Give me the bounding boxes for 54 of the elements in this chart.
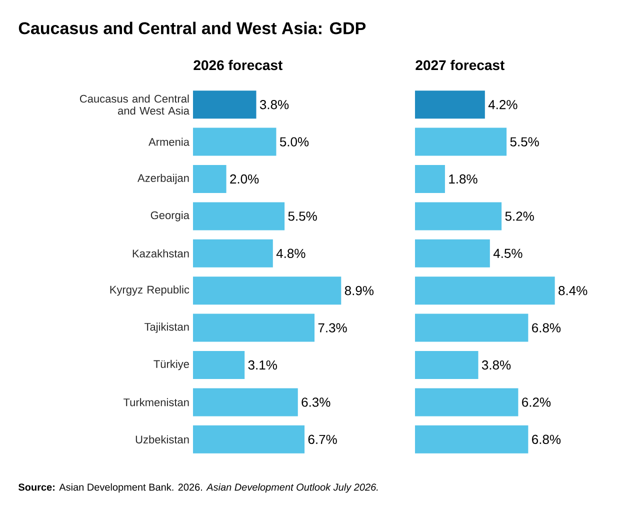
data-label: 3.1% xyxy=(248,360,277,370)
chart-subtitle: 2027 forecast xyxy=(416,60,504,70)
bar xyxy=(415,165,445,194)
bar xyxy=(415,425,528,454)
data-label: 2.0% xyxy=(230,174,259,184)
y-tick-label: Kazakhstan xyxy=(132,249,189,258)
bar xyxy=(415,276,555,305)
y-tick-label: Turkmenistan xyxy=(124,398,189,406)
chart-title: Caucasus and Central and West Asia: GDP xyxy=(18,22,366,34)
bar xyxy=(415,239,490,268)
data-label: 6.7% xyxy=(308,434,337,444)
bar xyxy=(193,276,342,305)
data-label: 3.8% xyxy=(482,360,511,370)
y-tick-label: Tajikistan xyxy=(144,322,189,333)
data-label: 4.8% xyxy=(276,248,306,258)
bar xyxy=(193,165,226,194)
y-tick-label: Kyrgyz Republic xyxy=(110,285,190,296)
data-label: 5.0% xyxy=(280,137,309,146)
bar xyxy=(193,314,315,342)
bar xyxy=(193,90,256,119)
data-label: 7.3% xyxy=(318,323,347,332)
bar xyxy=(415,128,507,156)
data-label: 6.2% xyxy=(522,398,551,407)
bar xyxy=(193,425,305,454)
bar xyxy=(415,351,478,380)
y-tick-label: Caucasus and Central and West Asia xyxy=(80,94,190,115)
text: Source: Asian Development Bank. 2026. Asian Development Outlook July 2026. xyxy=(18,483,378,493)
bar xyxy=(193,202,285,230)
data-label: 4.5% xyxy=(493,248,522,258)
bar xyxy=(415,388,518,416)
data-label: 3.8% xyxy=(260,100,289,110)
data-label: 5.5% xyxy=(510,137,539,146)
chart-subtitle: 2026 forecast xyxy=(194,60,282,70)
bar xyxy=(193,128,276,156)
bar xyxy=(193,351,245,380)
bar xyxy=(415,202,502,230)
y-tick-label: Uzbekistan xyxy=(136,435,189,444)
data-label: 5.5% xyxy=(288,212,317,221)
bar xyxy=(415,90,485,119)
y-tick-label: Georgia xyxy=(150,211,190,222)
data-label: 6.8% xyxy=(532,434,561,444)
data-label: 4.2% xyxy=(488,100,518,110)
data-label: 1.8% xyxy=(449,174,478,184)
data-label: 5.2% xyxy=(505,212,534,221)
bar xyxy=(415,314,528,342)
bar xyxy=(193,388,298,416)
data-label: 6.8% xyxy=(532,323,561,332)
data-label: 8.9% xyxy=(344,286,374,296)
data-label: 8.4% xyxy=(558,286,588,296)
y-tick-label: Türkiye xyxy=(154,360,189,370)
data-label: 6.3% xyxy=(302,398,330,407)
y-tick-label: Azerbaijan xyxy=(138,174,189,184)
bar xyxy=(193,239,273,268)
y-tick-label: Armenia xyxy=(148,138,190,146)
